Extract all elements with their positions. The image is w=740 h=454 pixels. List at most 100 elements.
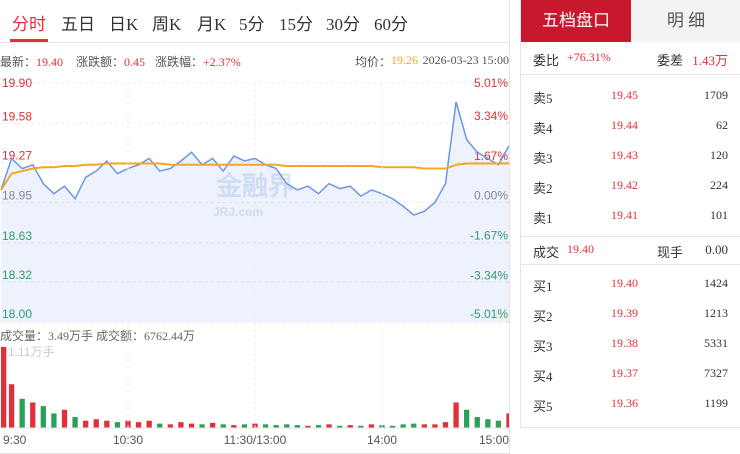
period-tab[interactable]: 15分 [279, 15, 313, 34]
period-tab[interactable]: 月K [197, 15, 227, 34]
volume-bar [495, 420, 502, 428]
period-tabs: 分时 五日 日K 周K 月K 5分 15分 30分 60分 [0, 0, 509, 43]
level-label: 买1 [533, 279, 553, 294]
y-tick-label: 18.32 [2, 268, 32, 282]
level-price: 19.38 [611, 336, 638, 350]
level-label: 卖5 [533, 91, 553, 106]
book-tab[interactable]: 明 细 [631, 0, 740, 42]
volume-bar [315, 425, 322, 428]
summary-label: 委差 [657, 53, 684, 68]
volume-bar [135, 422, 142, 428]
volume-bar [389, 425, 396, 428]
volume-info: 成交量：3.49万手 成交额：6762.44万 [0, 329, 196, 343]
level-price: 19.39 [611, 306, 638, 320]
y2-tick-label: 0.00% [474, 189, 508, 203]
volume-bar [199, 424, 205, 428]
level-price: 19.36 [611, 396, 638, 410]
timestamp: 2026-03-23 15:00 [422, 53, 509, 67]
separator [521, 74, 740, 75]
volume-bar [453, 402, 459, 428]
book-level: 卖4 19.44 62 [521, 118, 740, 138]
level-price: 19.43 [611, 148, 638, 162]
book-level: 买1 19.40 1424 [521, 276, 740, 296]
y2-tick-label: 5.01% [474, 76, 508, 90]
level-label: 卖1 [533, 211, 553, 226]
level-volume: 5331 [704, 336, 728, 350]
level-volume: 7327 [704, 366, 728, 380]
volume-bar [19, 398, 25, 428]
volume-bar [284, 424, 290, 428]
summary-value: 19.40 [567, 242, 594, 256]
volume-bar [326, 424, 332, 428]
volume-bar [104, 420, 110, 428]
volume-bar [485, 419, 491, 428]
summary-label: 成交 [533, 245, 560, 260]
level-label: 卖4 [533, 121, 553, 136]
level-volume: 62 [716, 118, 728, 132]
summary-label: 委比 [533, 53, 560, 68]
level-price: 19.45 [611, 88, 638, 102]
volume-bar [337, 425, 343, 428]
volume-bar [93, 419, 99, 428]
period-tab[interactable]: 周K [152, 15, 182, 34]
volume-bar [83, 420, 89, 428]
quote-item: 最新：19.40 [0, 53, 63, 70]
watermark-site: JRJ.com [213, 205, 263, 219]
summary-value: 1.43万 [692, 53, 728, 68]
summary-value: 0.00 [705, 242, 728, 257]
volume-bar [125, 420, 131, 428]
volume-bar [262, 424, 269, 428]
period-tab[interactable]: 5分 [239, 15, 265, 34]
y-tick-label: 18.00 [2, 307, 32, 321]
period-tab[interactable]: 五日 [61, 15, 95, 34]
period-tab[interactable]: 日K [109, 15, 139, 34]
y2-tick-label: 3.34% [474, 109, 508, 123]
volume-bar [273, 425, 279, 428]
summary-row: 成交 19.40 现手 0.00 [521, 242, 740, 262]
volume-bar [167, 424, 173, 428]
volume-bar [347, 425, 353, 428]
level-volume: 1424 [704, 276, 728, 290]
volume-bar [220, 424, 226, 428]
volume-bar [178, 422, 184, 428]
order-book: 五档盘口明 细委比 +76.31% 委差 1.43万 卖5 19.45 1709 卖4 19.4… [520, 0, 740, 428]
volume-tick-label: 1.11万手 [8, 345, 54, 359]
level-price: 19.42 [611, 178, 638, 192]
book-level: 卖2 19.42 224 [521, 178, 740, 198]
level-label: 买3 [533, 339, 553, 354]
chart: 金融界 JRJ.com 19.9019.5819.2718.9518.6318.… [0, 76, 509, 447]
volume-bar [368, 424, 375, 428]
volume-bar [305, 425, 311, 428]
separator [521, 264, 740, 265]
x-tick-label: 10:30 [113, 433, 143, 447]
volume-bar [432, 424, 438, 428]
volume-bar [506, 413, 509, 428]
level-price: 19.44 [611, 118, 638, 132]
quote-value: 0.45 [124, 55, 146, 69]
level-volume: 224 [710, 178, 728, 192]
summary-label: 现手 [657, 245, 684, 260]
chart-panel: 分时 五日 日K 周K 月K 5分 15分 30分 60分 均价： 19.26 2026-03-… [0, 0, 510, 454]
book-level: 买4 19.37 7327 [521, 366, 740, 386]
book-tab[interactable]: 五档盘口 [521, 0, 631, 42]
level-label: 卖3 [533, 151, 553, 166]
period-tab[interactable]: 分时 [12, 15, 46, 34]
volume-bar [411, 423, 417, 428]
y2-tick-label: -3.34% [470, 268, 508, 282]
volume-bar [210, 422, 216, 428]
quote-value: 19.40 [36, 55, 64, 69]
x-tick-label: 14:00 [367, 433, 397, 447]
y-tick-label: 18.95 [2, 189, 32, 203]
x-tick-label: 11:30/13:00 [224, 433, 287, 447]
y-tick-label: 19.58 [2, 109, 32, 123]
period-tab[interactable]: 30分 [326, 15, 360, 34]
quote-item: 涨跌幅：+2.37% [155, 53, 241, 70]
series-line [0, 101, 509, 216]
series-line [0, 162, 509, 191]
quote-label: 涨跌额： [76, 55, 125, 69]
level-label: 买2 [533, 309, 553, 324]
book-level: 买5 19.36 1199 [521, 396, 740, 416]
period-tab[interactable]: 60分 [374, 15, 408, 34]
level-volume: 120 [710, 148, 728, 162]
